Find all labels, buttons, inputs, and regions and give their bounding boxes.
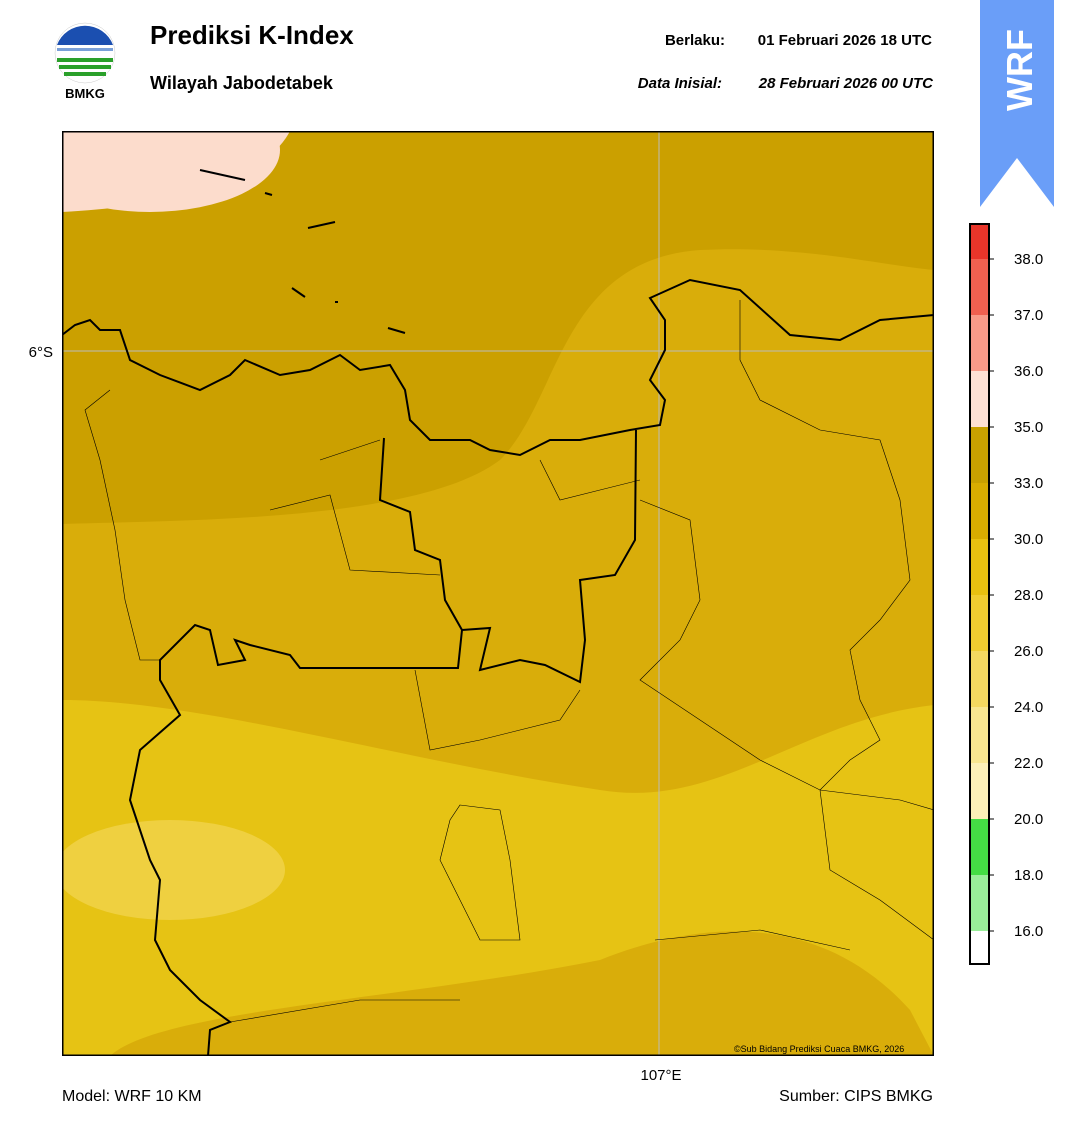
subtitle: Wilayah Jabodetabek	[150, 73, 334, 93]
colorbar-label: 18.0	[1014, 867, 1043, 884]
map	[62, 131, 934, 1056]
colorbar-label: 26.0	[1014, 643, 1043, 660]
colorbar-label: 35.0	[1014, 419, 1043, 436]
badge-shape	[980, 0, 1054, 207]
colorbar-segment	[970, 371, 989, 427]
valid-time: 01 Februari 2026 18 UTC	[758, 32, 932, 49]
logo: BMKG	[54, 22, 116, 101]
colorbar-segment	[970, 483, 989, 539]
source: Sumber: CIPS BMKG	[779, 1088, 933, 1105]
colorbar-label: 36.0	[1014, 363, 1043, 380]
badge-text: WRF	[999, 29, 1040, 111]
colorbar-segment	[970, 315, 989, 371]
colorbar-frame	[969, 223, 990, 965]
colorbar-label: 33.0	[1014, 475, 1043, 492]
colorbar-segment	[970, 224, 989, 259]
colorbar: 38.0 37.0 36.0 35.0 33.0 30.0 28.0 26.0 24.0 22.0…	[969, 223, 1043, 965]
colorbar-label: 20.0	[1014, 811, 1043, 828]
colorbar-label: 16.0	[1014, 923, 1043, 940]
logo-text: BMKG	[65, 86, 105, 101]
colorbar-label: 30.0	[1014, 531, 1043, 548]
init-time: 28 Februari 2026 00 UTC	[758, 75, 934, 92]
colorbar-segment	[970, 259, 989, 315]
init-label: Data Inisial:	[638, 75, 722, 92]
colorbar-segment	[970, 651, 989, 707]
colorbar-label: 28.0	[1014, 587, 1043, 604]
colorbar-label: 24.0	[1014, 699, 1043, 716]
colorbar-segment	[970, 931, 989, 964]
lat-label: 6°S	[29, 344, 53, 361]
colorbar-label: 22.0	[1014, 755, 1043, 772]
valid-label: Berlaku:	[665, 32, 725, 49]
colorbar-segment	[970, 539, 989, 595]
colorbar-segment	[970, 763, 989, 819]
colorbar-segment	[970, 875, 989, 931]
colorbar-segment	[970, 595, 989, 651]
colorbar-segment	[970, 819, 989, 875]
colorbar-label: 37.0	[1014, 307, 1043, 324]
model: Model: WRF 10 KM	[62, 1088, 202, 1105]
colorbar-segment	[970, 707, 989, 763]
copyright: ©Sub Bidang Prediksi Cuaca BMKG, 2026	[734, 1044, 904, 1054]
title: Prediksi K-Index	[150, 20, 354, 50]
colorbar-label: 38.0	[1014, 251, 1043, 268]
colorbar-segment	[970, 427, 989, 483]
lon-label: 107°E	[640, 1067, 681, 1084]
